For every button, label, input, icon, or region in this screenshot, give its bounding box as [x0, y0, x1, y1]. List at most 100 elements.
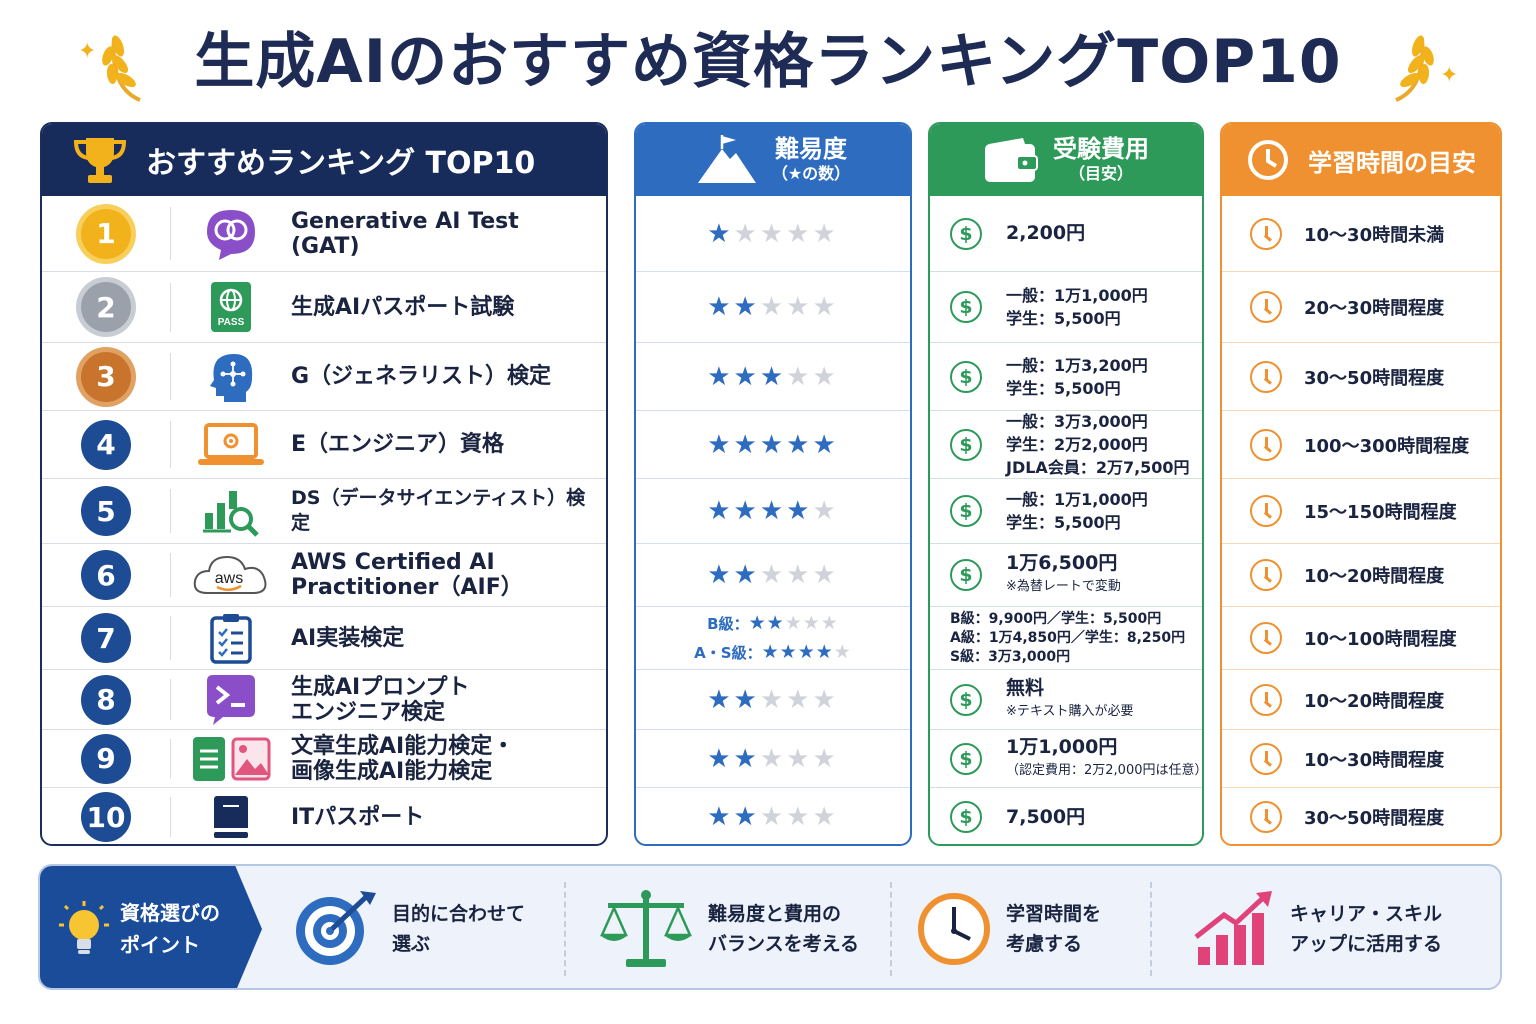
document-image-icon: [193, 736, 271, 781]
fee-text: B級：9,900円／学生：5,500円 A級：1万4,850円／学生：8,250円…: [930, 610, 1185, 667]
fee-line: 学生：5,500円: [1006, 309, 1121, 328]
fee-line: 一般：3万3,000円: [1006, 412, 1148, 431]
fee-line: 2,200円: [1006, 222, 1086, 244]
clock-icon: [1250, 217, 1282, 250]
svg-text:✦: ✦: [1440, 63, 1458, 88]
star-filled-icon: ★: [766, 612, 785, 634]
ranking-row-8[interactable]: 8 生成AIプロンプト エンジニア検定: [42, 670, 606, 730]
difficulty-row-8: ★★★★★: [636, 670, 910, 730]
difficulty-level: A・S級：★★★★★: [636, 638, 910, 667]
tip-career: キャリア・スキル アップに活用する: [1190, 866, 1443, 988]
tips-lead-line: 資格選びの: [120, 901, 220, 925]
cert-name: ITパスポート: [291, 804, 425, 830]
difficulty-stars: ★★★★★: [636, 685, 910, 715]
rank-badge: 3: [81, 351, 131, 402]
star-empty-icon: ★: [759, 560, 787, 590]
ranking-row-1[interactable]: 1 Generative AI Test (GAT): [42, 196, 606, 272]
star-filled-icon: ★: [779, 641, 798, 663]
difficulty-stars: ★★★★★: [636, 219, 910, 249]
rank-badge: 9: [81, 733, 131, 784]
time-header-title: 学習時間の目安: [1308, 148, 1476, 177]
study-time: 100～300時間程度: [1304, 435, 1470, 457]
fee-line: JDLA会員：2万7,500円: [1006, 458, 1190, 477]
tip-time: 学習時間を 考慮する: [916, 866, 1102, 988]
star-filled-icon: ★: [815, 641, 834, 663]
fee-line: 一般：1万1,000円: [1006, 490, 1148, 509]
fee-row-6: $1万6,500円 ※為替レートで変動: [930, 544, 1202, 607]
cert-name: 生成AIパスポート試験: [291, 294, 515, 320]
star-rating: ★★★★★: [707, 430, 839, 460]
ranking-row-10[interactable]: 10 ITパスポート: [42, 788, 606, 844]
fee-line: 学生：5,500円: [1006, 513, 1121, 532]
tip-text: アップに活用する: [1290, 933, 1443, 955]
tip-text: バランスを考える: [708, 933, 860, 955]
time-panel: 学習時間の目安 10～30時間未満 20～30時間程度 30～50時間程度 100～3…: [1220, 122, 1502, 846]
star-filled-icon: ★: [786, 496, 813, 526]
star-empty-icon: ★: [759, 684, 787, 715]
time-row-9: 10～30時間程度: [1222, 730, 1500, 788]
tip-text: 学習時間を: [1006, 903, 1102, 925]
fee-row-2: $ 一般：1万1,000円 学生：5,500円: [930, 272, 1202, 343]
study-time: 30～50時間程度: [1304, 808, 1445, 829]
rank-badge: 1: [81, 208, 131, 259]
fee-line: S級：3万3,000円: [950, 648, 1071, 665]
tip-divider: [1150, 882, 1152, 976]
rank-badge: 5: [81, 486, 131, 536]
rank-badge: 2: [81, 282, 131, 332]
clock-icon: [1250, 360, 1282, 393]
tip-text: 目的に合わせて: [392, 903, 526, 925]
fee-text: 一般：1万1,000円 学生：5,500円: [1006, 284, 1148, 330]
tip-divider: [890, 882, 892, 976]
rank-badge: 6: [81, 550, 131, 600]
difficulty-header-title: 難易度: [774, 135, 847, 163]
clock-icon: [1250, 495, 1282, 527]
ranking-row-6[interactable]: 6 aws AWS Certified AI Practitioner（AIF）: [42, 544, 606, 607]
fee-row-9: $1万1,000円 （認定費用：2万2,000円は任意）: [930, 730, 1202, 788]
laurel-left-icon: ✦: [78, 35, 141, 102]
star-empty-icon: ★: [833, 641, 852, 663]
star-filled-icon: ★: [786, 429, 813, 460]
dollar-icon: $: [950, 559, 982, 591]
fee-row-5: $ 一般：1万1,000円 学生：5,500円: [930, 479, 1202, 544]
difficulty-header-sub: （★の数）: [771, 164, 851, 183]
difficulty-row-1: ★★★★★: [636, 196, 910, 272]
study-time: 30～50時間程度: [1304, 367, 1445, 389]
wallet-icon: [985, 138, 1038, 182]
star-rating: ★★★★★: [762, 641, 852, 663]
ranking-row-3[interactable]: 3 G（ジェネラリスト）検定: [42, 343, 606, 411]
dollar-icon: $: [950, 801, 982, 833]
ranking-row-4[interactable]: 4 E（エンジニア）資格: [42, 411, 606, 479]
fee-line: 学生：5,500円: [1006, 378, 1121, 398]
study-time: 10～20時間程度: [1304, 690, 1445, 712]
star-rating: ★★★★★: [707, 802, 839, 832]
star-filled-icon: ★: [707, 218, 734, 249]
ranking-row-2[interactable]: 2 PASS 生成AIパスポート試験: [42, 272, 606, 343]
star-filled-icon: ★: [733, 429, 760, 460]
ranking-row-9[interactable]: 9 文章生成AI能力検定・ 画像生成AI能力検定: [42, 730, 606, 788]
star-filled-icon: ★: [707, 684, 734, 715]
star-empty-icon: ★: [812, 743, 839, 774]
dollar-icon: $: [950, 428, 982, 461]
star-filled-icon: ★: [761, 641, 780, 663]
star-empty-icon: ★: [812, 496, 839, 526]
tip-text: 選ぶ: [392, 933, 431, 955]
clock-icon: [1250, 801, 1282, 833]
dollar-icon: $: [950, 291, 982, 323]
ranking-row-5[interactable]: 5 DS（データサイエンティスト）検定: [42, 479, 606, 544]
star-filled-icon: ★: [797, 641, 816, 663]
star-empty-icon: ★: [802, 612, 821, 634]
clock-icon: [1248, 140, 1288, 180]
star-filled-icon: ★: [707, 743, 734, 774]
difficulty-stars: ★★★★★: [636, 744, 910, 774]
ranking-row-7[interactable]: 7 AI実装検定: [42, 607, 606, 670]
cert-name: Generative AI Test (GAT): [291, 208, 519, 259]
aws-cloud-icon: aws: [193, 555, 267, 594]
star-filled-icon: ★: [707, 429, 734, 460]
fee-text: 7,500円: [1006, 806, 1085, 829]
star-empty-icon: ★: [786, 218, 813, 249]
difficulty-row-5: ★★★★★: [636, 479, 910, 544]
rank-badge: 8: [81, 674, 131, 725]
clock-icon: [1250, 622, 1282, 654]
star-filled-icon: ★: [759, 361, 787, 392]
fee-line: 1万1,000円: [1006, 735, 1118, 758]
